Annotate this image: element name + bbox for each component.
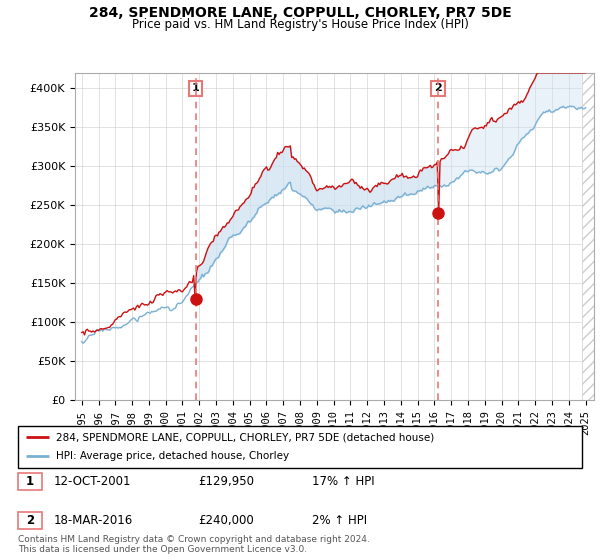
Text: 12-OCT-2001: 12-OCT-2001 (54, 475, 131, 488)
Text: 2: 2 (26, 514, 34, 528)
Text: 1: 1 (26, 475, 34, 488)
Text: HPI: Average price, detached house, Chorley: HPI: Average price, detached house, Chor… (56, 451, 289, 461)
Text: £240,000: £240,000 (198, 514, 254, 528)
Text: 284, SPENDMORE LANE, COPPULL, CHORLEY, PR7 5DE: 284, SPENDMORE LANE, COPPULL, CHORLEY, P… (89, 6, 511, 20)
Text: 18-MAR-2016: 18-MAR-2016 (54, 514, 133, 528)
Text: £129,950: £129,950 (198, 475, 254, 488)
Text: 284, SPENDMORE LANE, COPPULL, CHORLEY, PR7 5DE (detached house): 284, SPENDMORE LANE, COPPULL, CHORLEY, P… (56, 432, 434, 442)
Text: 17% ↑ HPI: 17% ↑ HPI (312, 475, 374, 488)
Text: 2% ↑ HPI: 2% ↑ HPI (312, 514, 367, 528)
Text: Contains HM Land Registry data © Crown copyright and database right 2024.
This d: Contains HM Land Registry data © Crown c… (18, 535, 370, 554)
Text: 2: 2 (434, 83, 442, 94)
Text: 1: 1 (192, 83, 199, 94)
Text: Price paid vs. HM Land Registry's House Price Index (HPI): Price paid vs. HM Land Registry's House … (131, 18, 469, 31)
